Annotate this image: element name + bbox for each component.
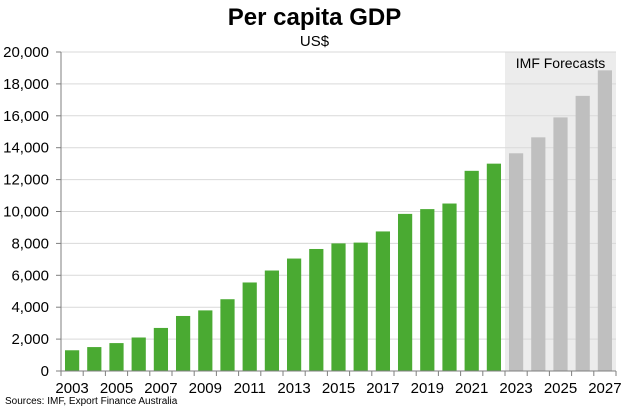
bar-2016 (353, 242, 368, 371)
forecast-annotation: IMF Forecasts (516, 55, 605, 71)
bar-2007 (153, 327, 169, 371)
x-tick-label: 2009 (189, 380, 222, 397)
bar-2025 (553, 117, 568, 372)
bar-2014 (309, 248, 324, 371)
x-tick-label: 2005 (100, 380, 133, 397)
y-tick-label: 14,000 (3, 140, 49, 157)
x-tick-label: 2011 (234, 380, 266, 397)
x-tick-label: 2025 (544, 380, 577, 397)
bar-2021 (464, 170, 479, 371)
x-tick-label: 2027 (588, 380, 621, 397)
x-tick-label: 2007 (144, 380, 177, 397)
bar-2012 (264, 270, 280, 371)
y-tick-label: 18,000 (3, 76, 49, 93)
bar-2003 (64, 350, 80, 371)
chart-title: Per capita GDP (227, 4, 402, 31)
bar-2015 (331, 243, 346, 371)
x-tick-label: 2013 (277, 380, 310, 397)
chart-source: Sources: IMF, Export Finance Australia (5, 396, 178, 407)
y-tick-label: 16,000 (3, 108, 49, 125)
bar-2010 (220, 299, 235, 371)
y-tick-label: 6,000 (11, 267, 49, 284)
x-tick-label: 2023 (499, 380, 532, 397)
bar-2018 (397, 213, 413, 371)
bar-2009 (198, 310, 213, 371)
y-tick-label: 12,000 (3, 172, 49, 189)
bar-2019 (420, 209, 435, 371)
y-tick-label: 20,000 (3, 44, 49, 61)
bar-2027 (597, 70, 613, 371)
x-tick-label: 2017 (366, 380, 399, 397)
y-tick-label: 2,000 (11, 331, 49, 348)
bar-2026 (575, 95, 590, 372)
bar-2024 (531, 137, 546, 371)
bar-2023 (508, 153, 524, 371)
y-tick-label: 0 (41, 363, 49, 380)
x-tick-label: 2003 (55, 380, 88, 397)
x-tick-label: 2021 (455, 380, 488, 397)
y-tick-label: 10,000 (3, 204, 49, 221)
bar-2006 (131, 337, 146, 371)
bar-2011 (242, 282, 257, 371)
bar-2004 (87, 347, 102, 371)
bar-2008 (175, 315, 191, 371)
y-tick-label: 8,000 (11, 235, 49, 252)
x-tick-label: 2015 (322, 380, 355, 397)
bar-2005 (109, 343, 124, 371)
y-tick-label: 4,000 (11, 299, 49, 316)
chart-subtitle: US$ (299, 33, 330, 50)
bar-2017 (375, 231, 391, 371)
bar-2022 (486, 163, 502, 371)
x-tick-label: 2019 (411, 380, 444, 397)
bar-2013 (286, 258, 302, 371)
bar-2020 (442, 203, 457, 371)
